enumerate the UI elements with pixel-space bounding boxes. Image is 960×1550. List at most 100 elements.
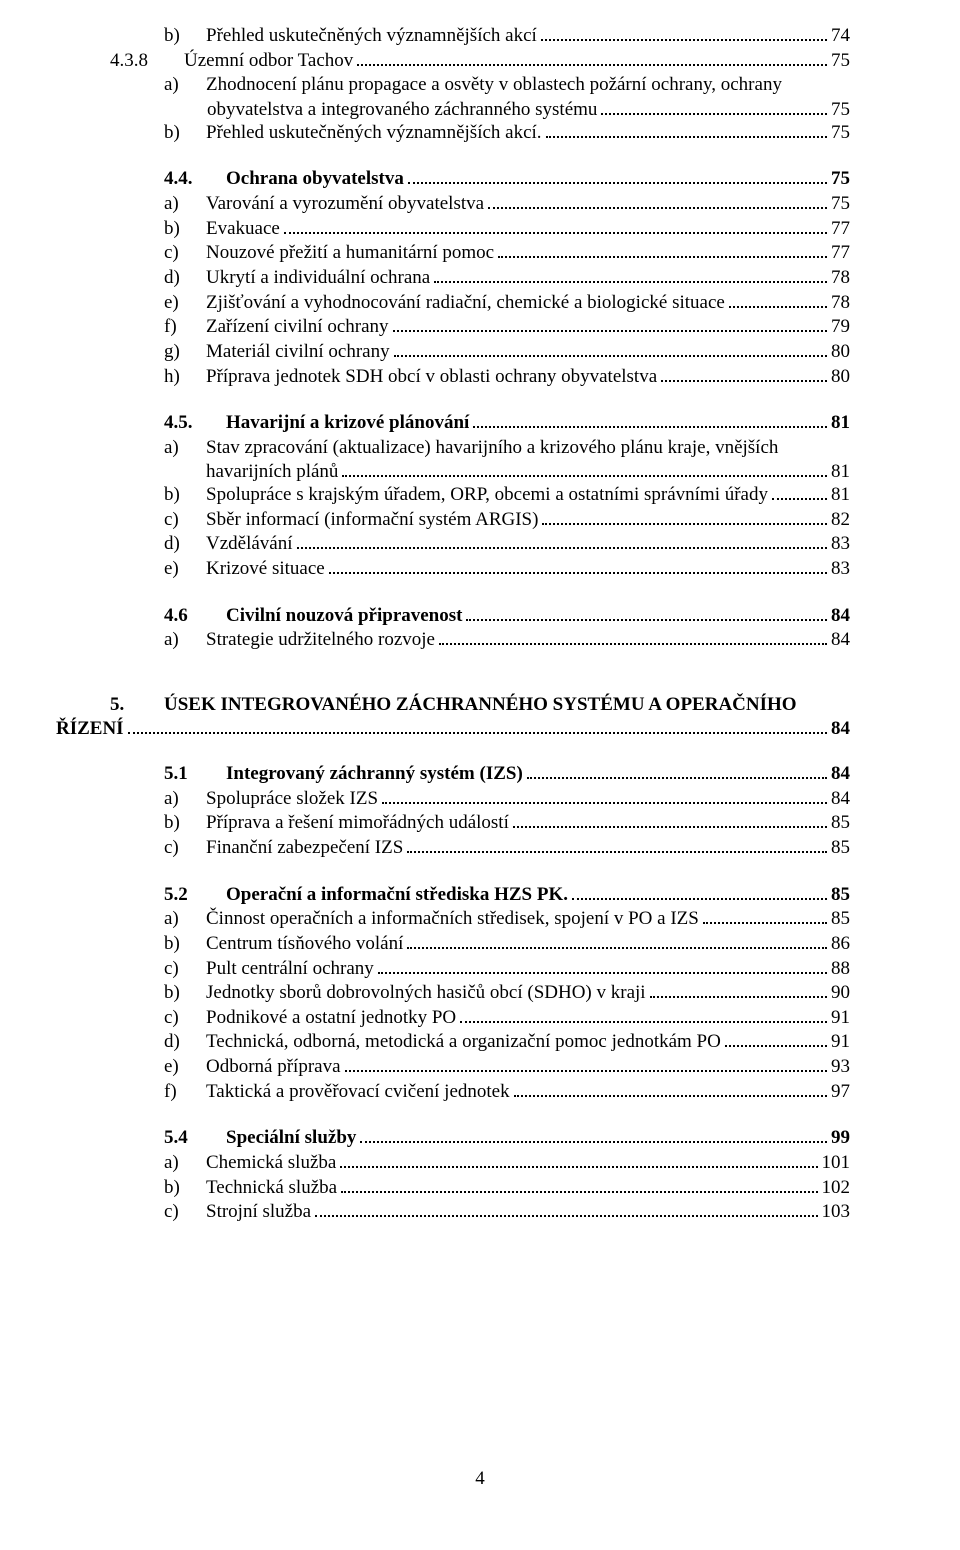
toc-leader-dots: [393, 316, 827, 332]
toc-item: h)Příprava jednotek SDH obcí v oblasti o…: [110, 365, 850, 388]
toc-chapter-heading: 5.ÚSEK INTEGROVANÉHO ZÁCHRANNÉHO SYSTÉMU…: [110, 694, 850, 741]
toc-item: 4.3.8Územní odbor Tachov75: [110, 50, 850, 73]
toc-label: Sběr informací (informační systém ARGIS): [206, 509, 538, 531]
toc-page: 84: [831, 718, 850, 740]
toc-item: b)Příprava a řešení mimořádných událostí…: [110, 812, 850, 835]
toc-marker: a): [164, 1152, 206, 1174]
toc-label: Jednotky sborů dobrovolných hasičů obcí …: [206, 982, 646, 1004]
toc-marker: f): [164, 316, 206, 338]
toc-page: 99: [831, 1127, 850, 1149]
toc-label: Vzdělávání: [206, 533, 293, 555]
toc-section-heading: 4.5.Havarijní a krizové plánování81: [110, 412, 850, 435]
toc-item: d)Ukrytí a individuální ochrana78: [110, 267, 850, 290]
vertical-gap: [110, 146, 850, 168]
toc-page: 84: [831, 788, 850, 810]
toc-item: d)Technická, odborná, metodická a organi…: [110, 1031, 850, 1054]
toc-page: 85: [831, 908, 850, 930]
toc-leader-dots: [572, 883, 827, 899]
toc-marker: c): [164, 958, 206, 980]
toc-label: Strategie udržitelného rozvoje: [206, 629, 435, 651]
toc-label-line1: ÚSEK INTEGROVANÉHO ZÁCHRANNÉHO SYSTÉMU A…: [164, 694, 797, 716]
toc-label: Finanční zabezpečení IZS: [206, 837, 403, 859]
toc-page: 86: [831, 933, 850, 955]
toc-item: c)Pult centrální ochrany88: [110, 957, 850, 980]
toc-label: Zařízení civilní ochrany: [206, 316, 389, 338]
vertical-gap: [110, 654, 850, 694]
toc-marker: b): [164, 122, 206, 144]
toc-leader-dots: [703, 908, 827, 924]
toc-marker: c): [164, 837, 206, 859]
toc-page: 97: [831, 1081, 850, 1103]
toc-label: Operační a informační střediska HZS PK.: [226, 884, 568, 906]
toc-leader-dots: [466, 604, 827, 620]
toc-item: a)Varování a vyrozumění obyvatelstva75: [110, 193, 850, 216]
toc-marker: 4.4.: [164, 168, 226, 190]
toc-leader-dots: [407, 837, 827, 853]
toc-item: e)Zjišťování a vyhodnocování radiační, c…: [110, 291, 850, 314]
toc-leader-dots: [601, 99, 827, 115]
toc-item: a)Spolupráce složek IZS84: [110, 787, 850, 810]
toc-page: 82: [831, 509, 850, 531]
toc-page: 81: [831, 484, 850, 506]
toc-marker: d): [164, 267, 206, 289]
toc-item: a)Stav zpracování (aktualizace) havarijn…: [110, 437, 850, 484]
page-number: 4: [0, 1468, 960, 1490]
toc-leader-dots: [541, 25, 827, 41]
toc-label: Příprava jednotek SDH obcí v oblasti och…: [206, 366, 657, 388]
toc-leader-dots: [128, 718, 827, 734]
toc-item: b)Přehled uskutečněných významnějších ak…: [110, 121, 850, 144]
toc-marker: 5.4: [164, 1127, 226, 1149]
toc-page: 85: [831, 812, 850, 834]
toc-item: c)Strojní služba103: [110, 1201, 850, 1224]
toc-marker: h): [164, 366, 206, 388]
toc-leader-dots: [439, 629, 827, 645]
toc-leader-dots: [297, 533, 827, 549]
vertical-gap: [110, 741, 850, 763]
toc-marker: c): [164, 1007, 206, 1029]
table-of-contents: b)Přehled uskutečněných významnějších ak…: [110, 25, 850, 1224]
toc-marker: b): [164, 933, 206, 955]
toc-leader-dots: [498, 242, 827, 258]
toc-page: 103: [822, 1201, 851, 1223]
toc-marker: b): [164, 982, 206, 1004]
toc-leader-dots: [546, 121, 827, 137]
vertical-gap: [110, 582, 850, 604]
toc-page: 75: [831, 122, 850, 144]
toc-page: 74: [831, 25, 850, 47]
toc-label: Územní odbor Tachov: [184, 50, 353, 72]
toc-label: Civilní nouzová připravenost: [226, 605, 462, 627]
toc-label: Evakuace: [206, 218, 280, 240]
toc-marker: 5.2: [164, 884, 226, 906]
toc-label: Havarijní a krizové plánování: [226, 412, 469, 434]
toc-marker: b): [164, 812, 206, 834]
toc-marker: g): [164, 341, 206, 363]
toc-marker: d): [164, 1031, 206, 1053]
toc-leader-dots: [650, 982, 827, 998]
toc-section-heading: 4.4.Ochrana obyvatelstva75: [110, 168, 850, 191]
toc-label: Spolupráce s krajským úřadem, ORP, obcem…: [206, 484, 768, 506]
toc-item: f)Taktická a prověřovací cvičení jednote…: [110, 1081, 850, 1104]
toc-leader-dots: [488, 193, 827, 209]
toc-leader-dots: [360, 1127, 827, 1143]
toc-marker: a): [164, 788, 206, 810]
toc-marker: a): [164, 74, 206, 96]
toc-label: Integrovaný záchranný systém (IZS): [226, 763, 523, 785]
toc-leader-dots: [460, 1007, 827, 1023]
toc-label: Podnikové a ostatní jednotky PO: [206, 1007, 456, 1029]
toc-page: 83: [831, 533, 850, 555]
toc-leader-dots: [725, 1031, 827, 1047]
toc-marker: e): [164, 292, 206, 314]
toc-page: 84: [831, 629, 850, 651]
toc-label-line2: ŘÍZENÍ: [56, 718, 124, 740]
toc-item: a)Činnost operačních a informačních stře…: [110, 908, 850, 931]
toc-marker: a): [164, 629, 206, 651]
toc-marker: b): [164, 218, 206, 240]
toc-label: Speciální služby: [226, 1127, 356, 1149]
toc-page: 90: [831, 982, 850, 1004]
toc-page: 102: [822, 1177, 851, 1199]
toc-leader-dots: [340, 1152, 817, 1168]
toc-leader-dots: [527, 763, 827, 779]
toc-label: Materiál civilní ochrany: [206, 341, 390, 363]
toc-item: c)Podnikové a ostatní jednotky PO 91: [110, 1007, 850, 1030]
toc-page: 91: [831, 1007, 850, 1029]
